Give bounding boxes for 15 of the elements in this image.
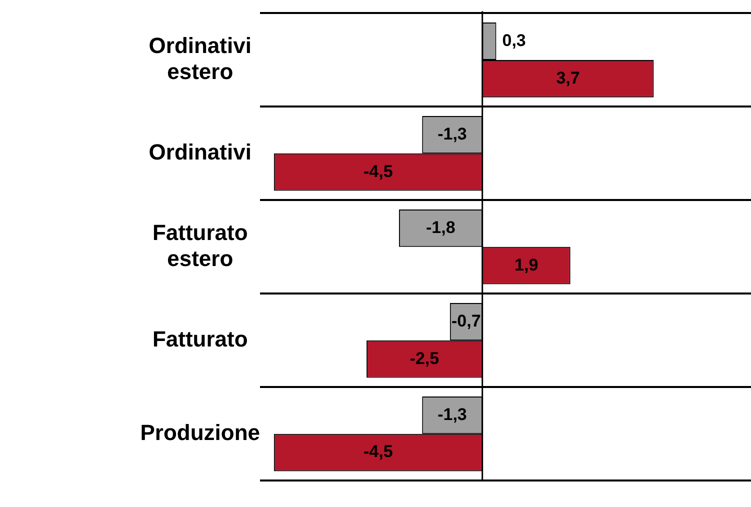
data-label: -2,5 bbox=[410, 348, 440, 368]
data-label: -1,8 bbox=[426, 218, 456, 237]
data-label: -1,3 bbox=[438, 124, 467, 144]
data-label: -1,3 bbox=[438, 404, 467, 424]
data-label: -0,7 bbox=[451, 311, 481, 330]
data-label: 0,3 bbox=[502, 30, 526, 50]
data-label: 1,9 bbox=[514, 255, 538, 274]
data-label: -4,5 bbox=[363, 162, 393, 181]
y-tick-label: Ordinativi bbox=[148, 139, 252, 164]
data-label: -4,5 bbox=[363, 442, 393, 462]
data-label: 3,7 bbox=[556, 68, 580, 88]
y-tick-label: Fatturato bbox=[152, 326, 248, 352]
y-tick-label: Fatturato estero bbox=[152, 220, 248, 272]
y-tick-label: Produzione bbox=[140, 420, 260, 445]
y-tick-label: Ordinativi estero bbox=[148, 32, 252, 84]
